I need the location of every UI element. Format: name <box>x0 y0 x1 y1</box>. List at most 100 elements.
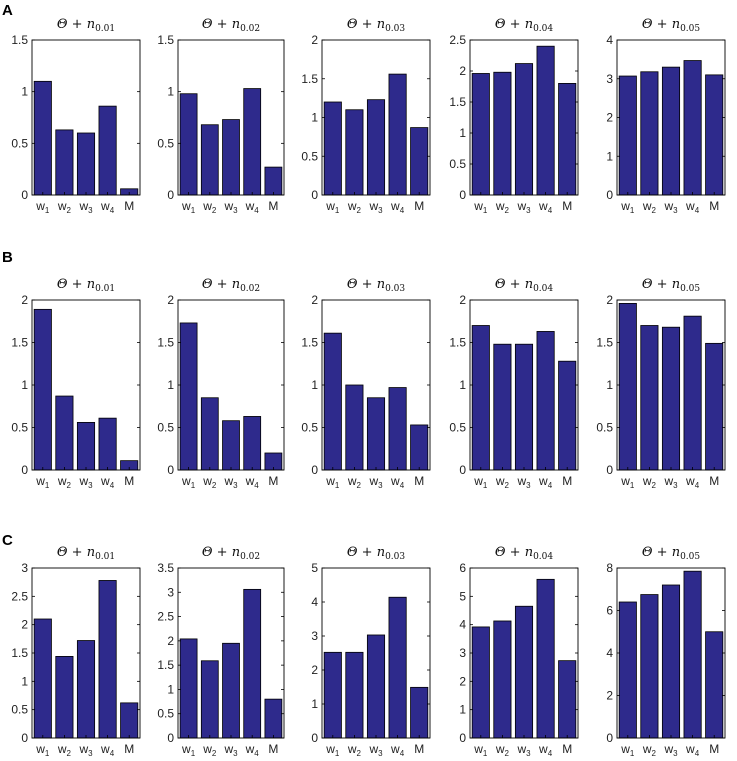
x-tick-label: w4 <box>685 742 700 758</box>
title-main: Θ + n <box>347 545 385 560</box>
bar-w2 <box>200 124 219 196</box>
x-tick-label: w1 <box>181 199 196 215</box>
title-main: Θ + n <box>347 277 385 292</box>
y-tick-label: 3 <box>21 561 28 575</box>
x-tick-sub: 3 <box>526 481 531 490</box>
subplot-title: Θ + n0.02 <box>202 545 260 562</box>
subplot-title: Θ + n0.01 <box>57 17 115 34</box>
y-tick-label: 2 <box>167 634 174 648</box>
x-tick-sub: 4 <box>695 749 700 758</box>
x-tick-label: w4 <box>685 474 700 490</box>
x-tick-base: w <box>685 199 695 213</box>
x-tick-label: w4 <box>390 199 405 215</box>
x-tick-label: w4 <box>245 742 260 758</box>
x-tick-sub: 4 <box>548 481 553 490</box>
x-tick-label: w1 <box>35 742 50 758</box>
y-tick-label: 5 <box>459 589 466 603</box>
x-tick-label: M <box>124 742 134 756</box>
x-tick-sub: 1 <box>630 206 635 215</box>
x-tick-sub: 2 <box>212 481 217 490</box>
title-main: Θ + n <box>495 545 533 560</box>
bar-w3 <box>222 420 240 471</box>
bar-w4 <box>388 596 407 739</box>
y-tick-label: 0 <box>459 463 466 477</box>
title-sub: 0.03 <box>385 24 405 34</box>
x-tick-sub: 1 <box>483 206 488 215</box>
x-tick-base: w <box>57 474 67 488</box>
subplot-title: Θ + n0.04 <box>495 277 554 294</box>
bar-w2 <box>55 129 74 196</box>
title-main: Θ + n <box>495 277 533 292</box>
x-tick-base: w <box>223 742 233 756</box>
subplot-title: Θ + n0.05 <box>642 17 701 34</box>
x-tick-base: M <box>124 474 134 488</box>
bar-w1 <box>471 73 490 196</box>
x-tick-label: w4 <box>538 199 553 215</box>
title-main: Θ + n <box>642 17 680 32</box>
x-tick-base: w <box>538 199 548 213</box>
x-tick-sub: 1 <box>335 206 340 215</box>
x-tick-sub: 2 <box>67 206 72 215</box>
y-tick-label: 2 <box>311 663 318 677</box>
subplot-title: Θ + n0.03 <box>347 277 406 294</box>
y-tick-label: 0 <box>459 731 466 745</box>
x-tick-sub: 4 <box>254 749 259 758</box>
x-tick-base: w <box>245 474 255 488</box>
x-tick-base: w <box>642 742 652 756</box>
title-main: Θ + n <box>57 545 95 560</box>
bar-w1 <box>33 80 52 196</box>
y-tick-label: 1.5 <box>11 33 28 47</box>
title-sub: 0.05 <box>680 284 700 294</box>
x-tick-base: w <box>368 199 378 213</box>
subplot-title: Θ + n0.04 <box>495 17 554 34</box>
x-tick-sub: 3 <box>673 206 678 215</box>
y-tick-label: 1 <box>167 85 174 99</box>
x-tick-base: w <box>495 474 505 488</box>
x-tick-sub: 4 <box>400 481 405 490</box>
x-tick-label: w2 <box>642 742 657 758</box>
title-sub: 0.04 <box>533 24 553 34</box>
x-tick-sub: 3 <box>233 206 238 215</box>
x-tick-label: w2 <box>57 742 72 758</box>
y-tick-label: 2 <box>459 64 466 78</box>
bar-w4 <box>243 416 262 471</box>
x-tick-label: w2 <box>202 742 217 758</box>
bar-w2 <box>200 660 219 739</box>
bar-w1 <box>618 601 637 739</box>
x-tick-sub: 3 <box>233 481 238 490</box>
bar-w1 <box>471 325 490 471</box>
bar-w4 <box>98 417 117 471</box>
x-tick-label: w3 <box>516 742 531 758</box>
x-tick-sub: 2 <box>357 481 362 490</box>
y-tick-label: 0.5 <box>596 421 613 435</box>
x-tick-label: w4 <box>245 474 260 490</box>
x-tick-base: w <box>347 474 357 488</box>
bar-w3 <box>661 584 681 739</box>
title-sub: 0.01 <box>95 24 115 34</box>
panel-label-C: C <box>2 532 13 549</box>
bar-w4 <box>243 88 262 196</box>
bar-w3 <box>514 343 534 471</box>
x-tick-base: M <box>268 199 278 213</box>
y-tick-label: 1.5 <box>449 336 466 350</box>
x-tick-base: w <box>78 742 88 756</box>
bar-M <box>410 686 429 739</box>
y-tick-label: 1 <box>459 126 466 140</box>
x-tick-base: w <box>620 742 630 756</box>
x-tick-base: w <box>35 474 45 488</box>
x-tick-base: w <box>473 199 483 213</box>
title-main: Θ + n <box>202 17 240 32</box>
bar-w2 <box>493 620 512 739</box>
x-tick-sub: 3 <box>88 206 93 215</box>
y-tick-label: 2 <box>311 33 318 47</box>
y-tick-label: 0 <box>21 188 28 202</box>
bar-w2 <box>345 384 364 471</box>
